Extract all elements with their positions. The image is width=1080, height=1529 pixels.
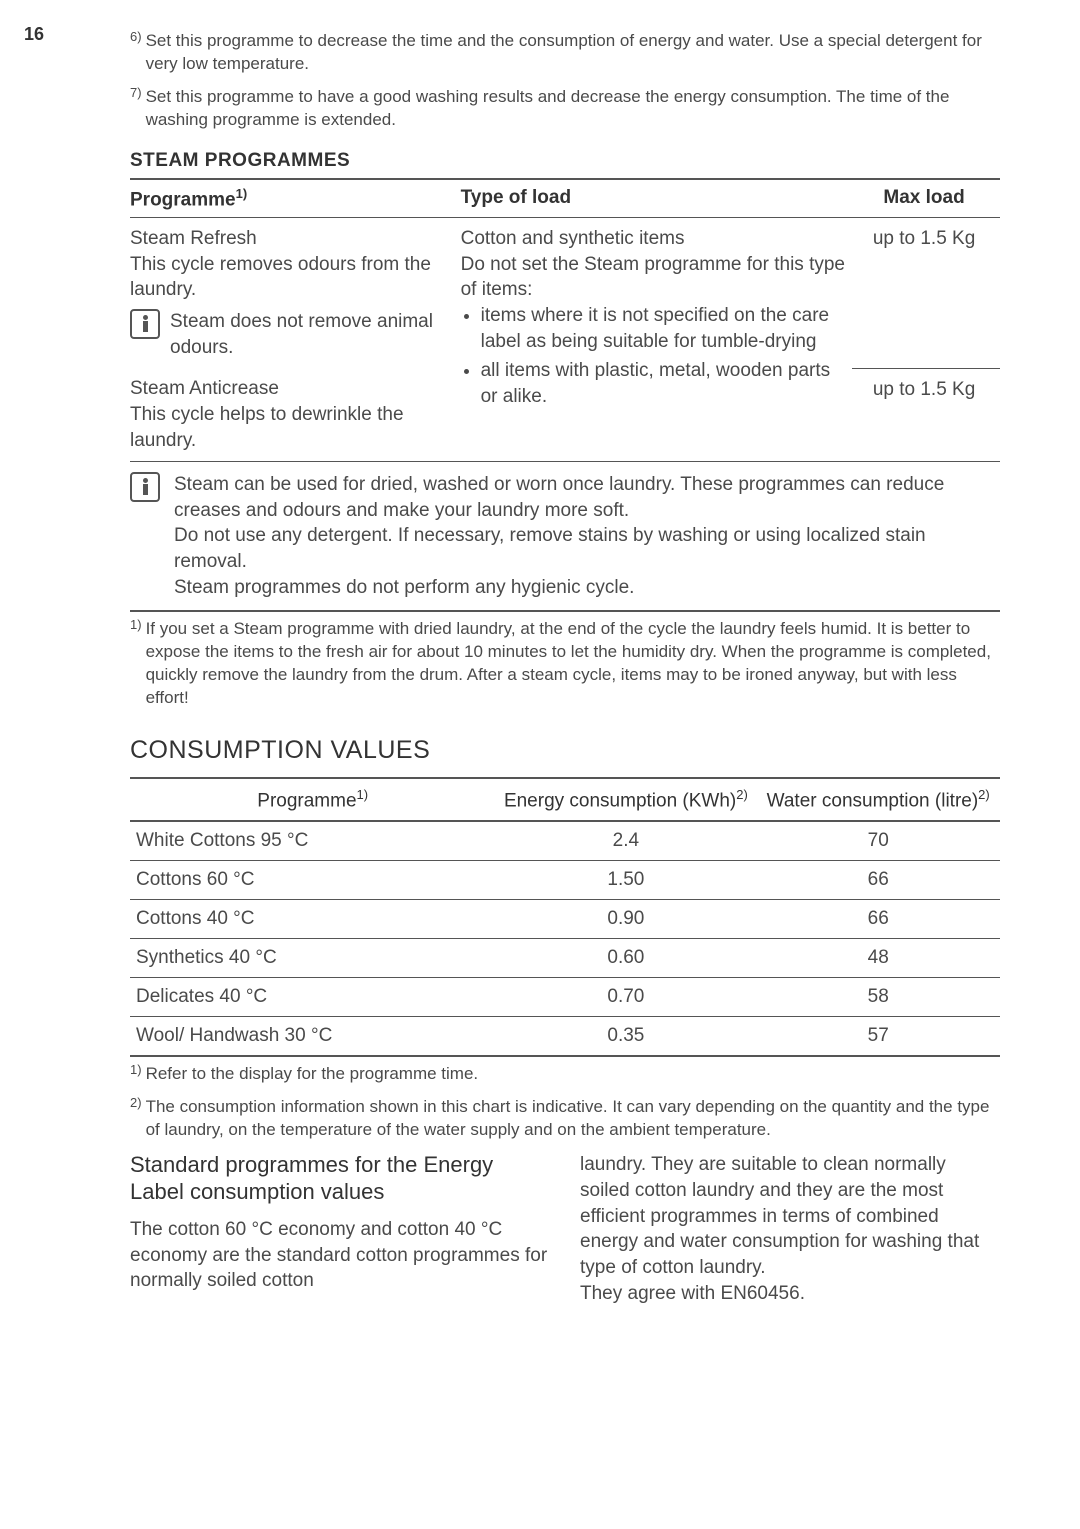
cv-w: 58 bbox=[756, 978, 1000, 1017]
consumption-values-heading: CONSUMPTION VALUES bbox=[130, 736, 1000, 765]
cv-w: 66 bbox=[756, 861, 1000, 900]
steam-table: Programme1) Type of load Max load Steam … bbox=[130, 178, 1000, 462]
cv-p: Cottons 60 °C bbox=[130, 861, 495, 900]
cv-footnote-2: 2) The consumption information shown in … bbox=[130, 1096, 1000, 1142]
cv-w: 70 bbox=[756, 821, 1000, 861]
cv-e: 0.70 bbox=[495, 978, 756, 1017]
steam-h1-sup: 1) bbox=[236, 186, 248, 201]
cv-fn1-num: 1) bbox=[130, 1061, 142, 1086]
cv-h1-sup: 1) bbox=[357, 787, 369, 802]
footnote-7: 7) Set this programme to have a good was… bbox=[130, 86, 1000, 132]
cv-row: Cottons 40 °C0.9066 bbox=[130, 900, 1000, 939]
cv-w: 48 bbox=[756, 939, 1000, 978]
cv-p: Wool/ Handwash 30 °C bbox=[130, 1017, 495, 1057]
cv-e: 2.4 bbox=[495, 821, 756, 861]
steam-refresh-title: Steam Refresh bbox=[130, 226, 457, 252]
steam-anticrease-sub: This cycle helps to dewrinkle the laundr… bbox=[130, 402, 457, 453]
steam-header-row: Programme1) Type of load Max load bbox=[130, 179, 1000, 218]
footnote-6: 6) Set this programme to decrease the ti… bbox=[130, 30, 1000, 76]
cv-h2: Energy consumption (KWh) bbox=[504, 790, 736, 811]
cv-fn2-text: The consumption information shown in thi… bbox=[146, 1096, 1000, 1142]
cv-h3-sup: 2) bbox=[978, 787, 990, 802]
steam-bullets: items where it is not specified on the c… bbox=[461, 303, 849, 410]
cv-h3: Water consumption (litre) bbox=[767, 790, 979, 811]
footnote-6-num: 6) bbox=[130, 28, 142, 76]
steam-h2: Type of load bbox=[461, 187, 571, 208]
cv-p: Synthetics 40 °C bbox=[130, 939, 495, 978]
steam-programmes-heading: STEAM PROGRAMMES bbox=[130, 150, 1000, 172]
steam-postnote: 1) If you set a Steam programme with dri… bbox=[130, 618, 1000, 710]
cv-e: 0.60 bbox=[495, 939, 756, 978]
steam-note-text: Steam can be used for dried, washed or w… bbox=[174, 472, 1000, 600]
cv-p: Cottons 40 °C bbox=[130, 900, 495, 939]
cv-w: 57 bbox=[756, 1017, 1000, 1057]
steam-refresh-info: Steam does not remove animal odours. bbox=[170, 309, 457, 360]
cv-h2-sup: 2) bbox=[736, 787, 748, 802]
steam-h1: Programme bbox=[130, 189, 236, 210]
steam-refresh-max: up to 1.5 Kg bbox=[852, 218, 1000, 369]
cv-row: Synthetics 40 °C0.6048 bbox=[130, 939, 1000, 978]
steam-refresh-row: Steam Refresh This cycle removes odours … bbox=[130, 218, 1000, 369]
std-left-col: Standard programmes for the Energy Label… bbox=[130, 1152, 550, 1306]
steam-postnote-num: 1) bbox=[130, 616, 142, 710]
steam-load-text: Cotton and synthetic items Do not set th… bbox=[461, 226, 849, 303]
footnote-7-text: Set this programme to have a good washin… bbox=[146, 86, 1000, 132]
cv-footnote-1: 1) Refer to the display for the programm… bbox=[130, 1063, 1000, 1086]
cv-row: Cottons 60 °C1.5066 bbox=[130, 861, 1000, 900]
steam-anticrease-max: up to 1.5 Kg bbox=[852, 368, 1000, 461]
std-left-text: The cotton 60 °C economy and cotton 40 °… bbox=[130, 1217, 550, 1294]
cv-fn2-num: 2) bbox=[130, 1094, 142, 1142]
footnote-7-num: 7) bbox=[130, 84, 142, 132]
steam-h3: Max load bbox=[883, 187, 964, 208]
cv-e: 1.50 bbox=[495, 861, 756, 900]
page-number: 16 bbox=[24, 24, 44, 45]
steam-refresh-sub: This cycle removes odours from the laund… bbox=[130, 252, 457, 303]
steam-bullet-2: all items with plastic, metal, wooden pa… bbox=[481, 358, 849, 409]
footnote-6-text: Set this programme to decrease the time … bbox=[146, 30, 1000, 76]
steam-anticrease-title: Steam Anticrease bbox=[130, 376, 457, 402]
std-right-col: laundry. They are suitable to clean norm… bbox=[580, 1152, 1000, 1306]
cv-p: Delicates 40 °C bbox=[130, 978, 495, 1017]
cv-h1: Programme bbox=[257, 790, 356, 811]
std-heading: Standard programmes for the Energy Label… bbox=[130, 1152, 550, 1205]
cv-w: 66 bbox=[756, 900, 1000, 939]
steam-note-block: Steam can be used for dried, washed or w… bbox=[130, 462, 1000, 612]
cv-e: 0.35 bbox=[495, 1017, 756, 1057]
cv-row: White Cottons 95 °C2.470 bbox=[130, 821, 1000, 861]
cv-fn1-text: Refer to the display for the programme t… bbox=[146, 1063, 1000, 1086]
cv-e: 0.90 bbox=[495, 900, 756, 939]
cv-p: White Cottons 95 °C bbox=[130, 821, 495, 861]
cv-row: Wool/ Handwash 30 °C0.3557 bbox=[130, 1017, 1000, 1057]
consumption-table: Programme1) Energy consumption (KWh)2) W… bbox=[130, 777, 1000, 1057]
standard-programmes-columns: Standard programmes for the Energy Label… bbox=[130, 1152, 1000, 1306]
info-icon bbox=[130, 472, 160, 502]
cv-row: Delicates 40 °C0.7058 bbox=[130, 978, 1000, 1017]
info-icon bbox=[130, 309, 160, 339]
steam-bullet-1: items where it is not specified on the c… bbox=[481, 303, 849, 354]
steam-postnote-text: If you set a Steam programme with dried … bbox=[146, 618, 1000, 710]
cv-header-row: Programme1) Energy consumption (KWh)2) W… bbox=[130, 778, 1000, 821]
